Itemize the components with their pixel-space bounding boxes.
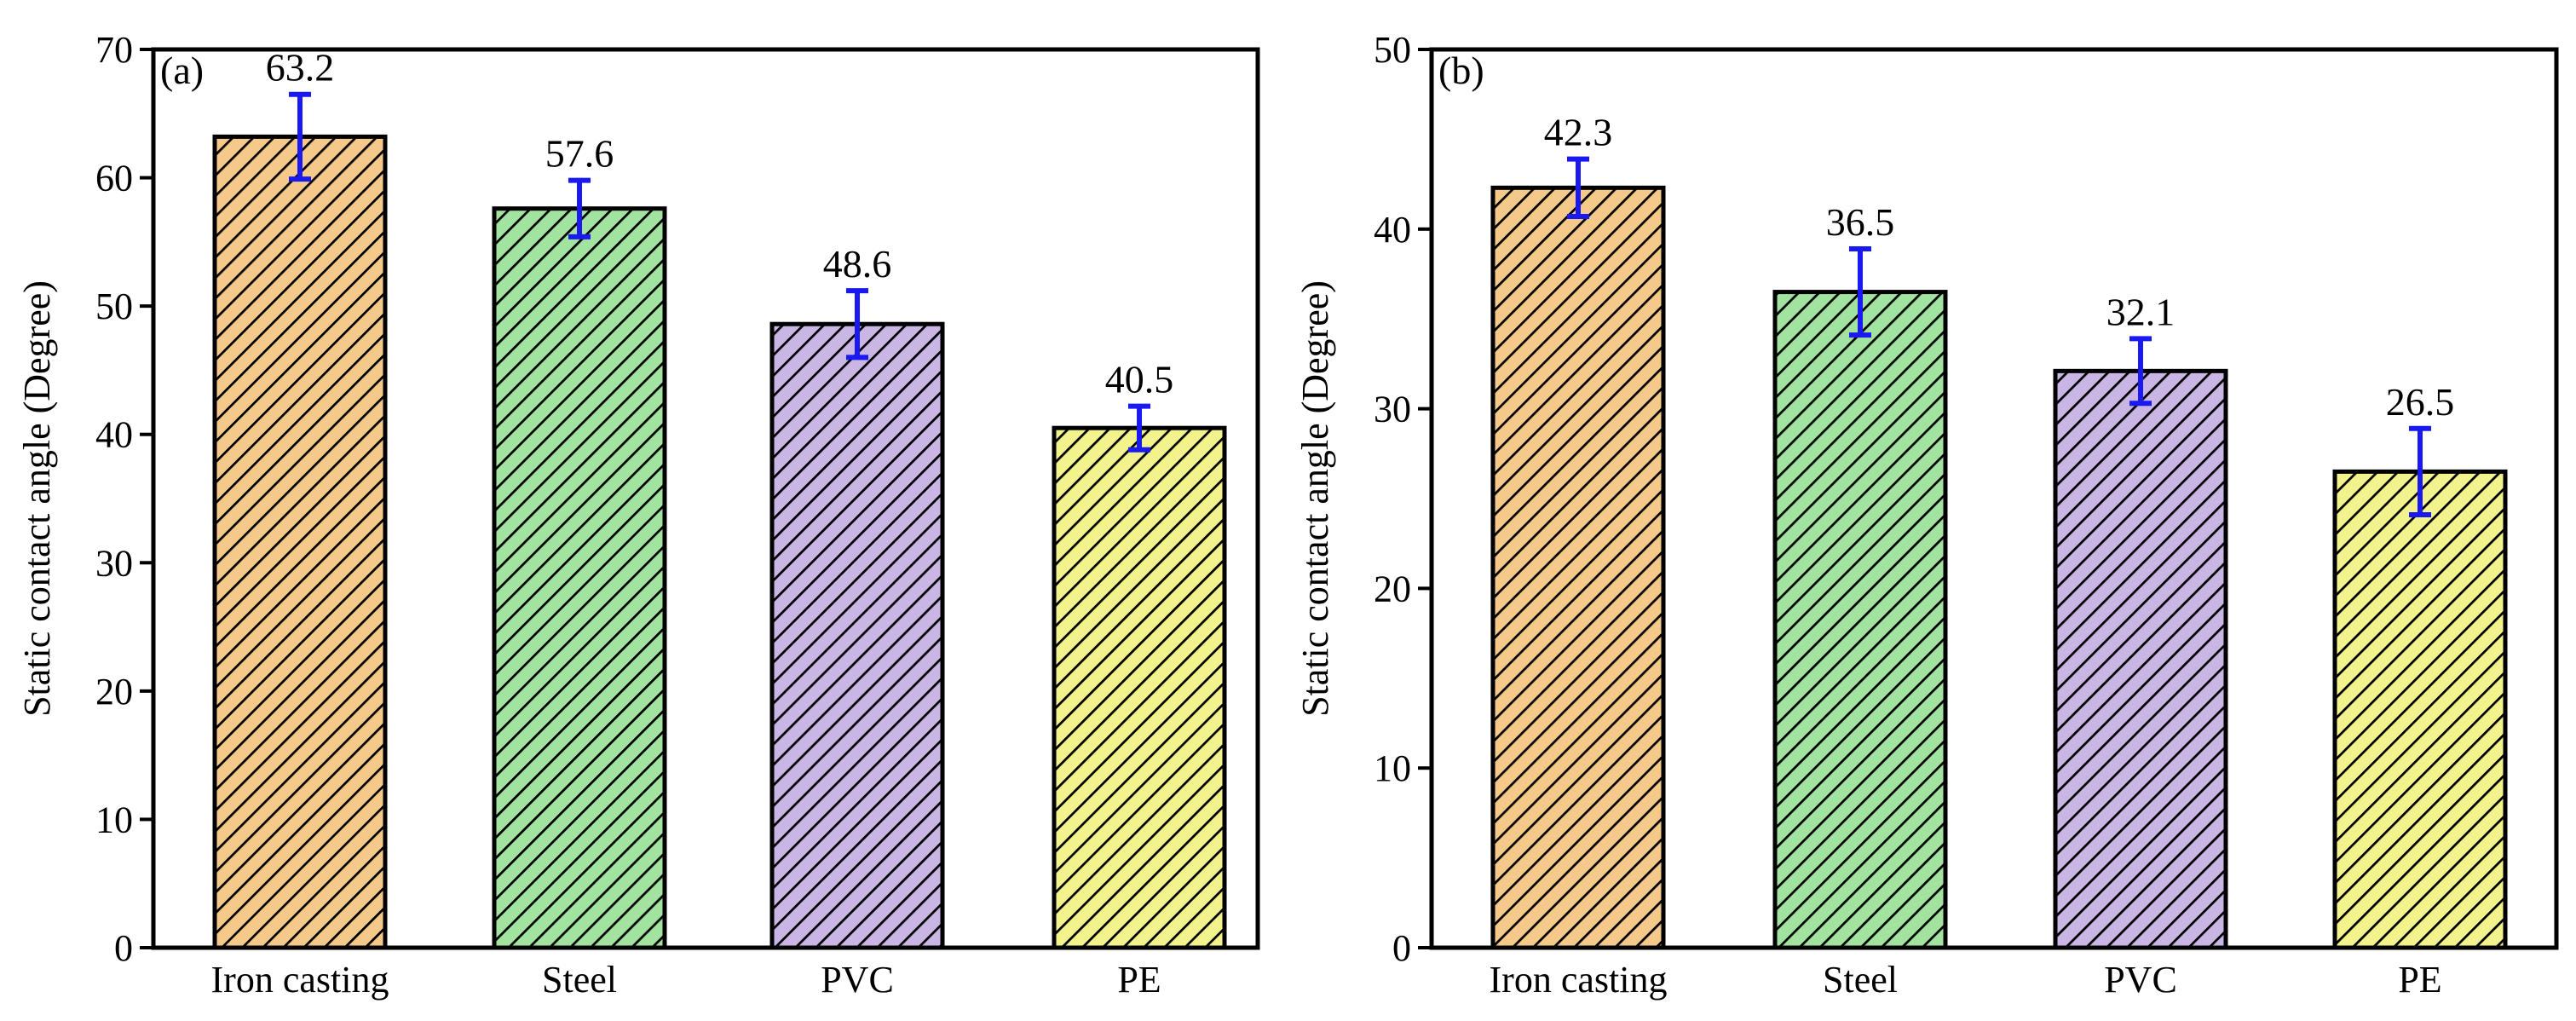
y-tick-label-a-50: 50 <box>95 286 133 327</box>
value-label-b-1: 42.3 <box>1544 111 1613 154</box>
bar-b-2 <box>1772 290 1948 950</box>
y-tick-label-b-10: 10 <box>1374 747 1411 789</box>
x-tick-label-b-2: Steel <box>1823 959 1898 1001</box>
error-bar-b-2 <box>1849 245 1871 338</box>
value-label-b-4: 26.5 <box>2386 380 2455 424</box>
y-tick-label-b-50: 50 <box>1374 29 1411 71</box>
value-label-a-2: 57.6 <box>545 132 614 176</box>
error-bar-a-2 <box>568 177 591 239</box>
bar-a-2 <box>492 206 667 950</box>
y-tick-label-b-40: 40 <box>1374 209 1411 251</box>
x-tick-label-a-1: Iron casting <box>211 959 389 1001</box>
chart-panel-a: 63.2 Iron casting 57.6 Steel 48.6 PVC 40.5 PE 0 1… <box>16 29 1260 1001</box>
bar-b-3 <box>2053 368 2228 950</box>
y-tick-label-a-70: 70 <box>95 29 133 71</box>
panel-label-a: (a) <box>160 49 204 92</box>
value-label-b-2: 36.5 <box>1826 200 1895 244</box>
bar-a-3 <box>769 321 945 950</box>
y-tick-label-a-60: 60 <box>95 158 133 199</box>
x-tick-label-b-4: PE <box>2398 959 2441 1001</box>
value-label-a-4: 40.5 <box>1105 358 1174 401</box>
plot-frame-b <box>1429 47 2559 950</box>
error-bar-b-1 <box>1567 156 1589 220</box>
y-tick-label-a-40: 40 <box>95 414 133 456</box>
bar-a-4 <box>1052 425 1227 950</box>
bar-a-1 <box>212 134 388 950</box>
x-tick-label-b-3: PVC <box>2104 959 2177 1001</box>
value-label-a-1: 63.2 <box>266 46 335 89</box>
y-axis-title-a: Static contact angle (Degree) <box>16 280 58 717</box>
error-bar-b-3 <box>2129 336 2152 407</box>
error-bar-a-1 <box>289 91 311 182</box>
value-label-a-3: 48.6 <box>823 242 892 286</box>
y-tick-label-a-0: 0 <box>114 927 133 969</box>
y-tick-label-a-20: 20 <box>95 671 133 712</box>
error-bar-a-3 <box>846 288 868 361</box>
y-tick-label-b-20: 20 <box>1374 568 1411 609</box>
value-label-b-3: 32.1 <box>2106 290 2175 333</box>
error-bar-a-4 <box>1128 403 1150 453</box>
bar-b-4 <box>2332 469 2508 950</box>
y-axis-title-b: Static contact angle (Degree) <box>1294 280 1336 717</box>
x-tick-label-a-3: PVC <box>821 959 894 1001</box>
bar-b-1 <box>1490 185 1666 950</box>
panel-label-b: (b) <box>1438 49 1484 92</box>
error-bar-b-4 <box>2409 425 2431 517</box>
y-tick-label-a-30: 30 <box>95 542 133 584</box>
chart-panel-b: 42.3 Iron casting 36.5 Steel 32.1 PVC 26.5 PE 0 1… <box>1294 29 2559 1001</box>
y-tick-label-b-30: 30 <box>1374 389 1411 430</box>
y-tick-label-a-10: 10 <box>95 799 133 840</box>
x-tick-label-a-4: PE <box>1117 959 1161 1001</box>
x-tick-label-b-1: Iron casting <box>1490 959 1668 1001</box>
x-tick-label-a-2: Steel <box>542 959 617 1001</box>
plot-frame-a <box>151 47 1260 950</box>
y-tick-label-b-0: 0 <box>1392 927 1411 969</box>
